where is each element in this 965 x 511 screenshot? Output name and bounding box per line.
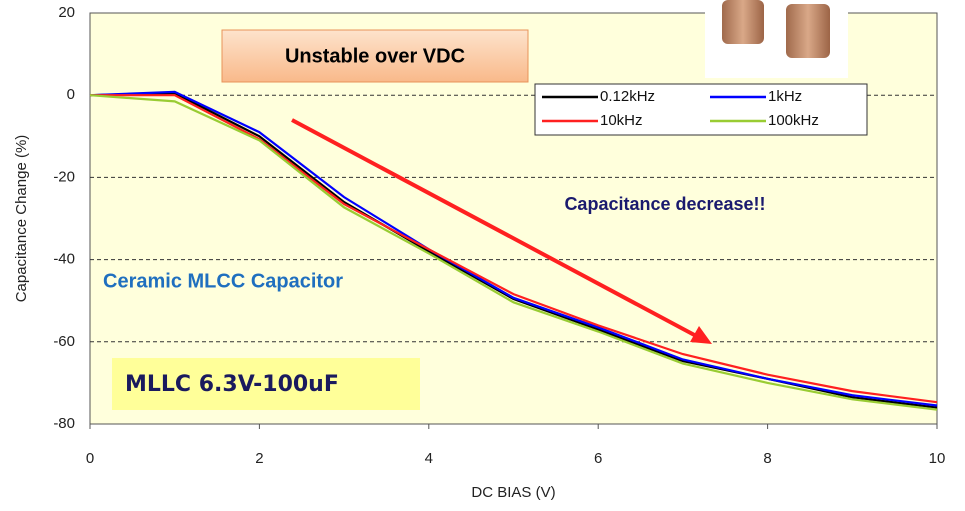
x-tick-label: 10 — [929, 450, 946, 467]
y-axis-label: Capacitance Change (%) — [13, 135, 30, 303]
y-tick-label: -60 — [53, 333, 75, 350]
legend-label: 1kHz — [768, 88, 802, 105]
x-tick-label: 6 — [594, 450, 602, 467]
capacitor-image — [705, 0, 848, 78]
legend-label: 10kHz — [600, 112, 643, 129]
y-tick-label: 0 — [67, 86, 75, 103]
x-tick-label: 8 — [763, 450, 771, 467]
annotation: MLLC 6.3V-100uF — [125, 372, 339, 397]
y-tick-label: -80 — [53, 415, 75, 432]
legend-label: 0.12kHz — [600, 88, 655, 105]
annotation: Unstable over VDC — [285, 45, 465, 67]
x-axis-label: DC BIAS (V) — [471, 484, 555, 501]
chart: -80 -60 -40 -20 0 20 0 2 4 6 8 10 DC BIAS (V) Capacit… — [0, 0, 965, 506]
annotation: Ceramic MLCC Capacitor — [103, 270, 343, 292]
x-tick-label: 2 — [255, 450, 263, 467]
x-tick-label: 4 — [425, 450, 433, 467]
legend-label: 100kHz — [768, 112, 819, 129]
y-tick-label: -20 — [53, 168, 75, 185]
x-tick-label: 0 — [86, 450, 94, 467]
y-tick-label: 20 — [58, 4, 75, 21]
y-tick-label: -40 — [53, 251, 75, 268]
annotation: Capacitance decrease!! — [564, 194, 765, 214]
